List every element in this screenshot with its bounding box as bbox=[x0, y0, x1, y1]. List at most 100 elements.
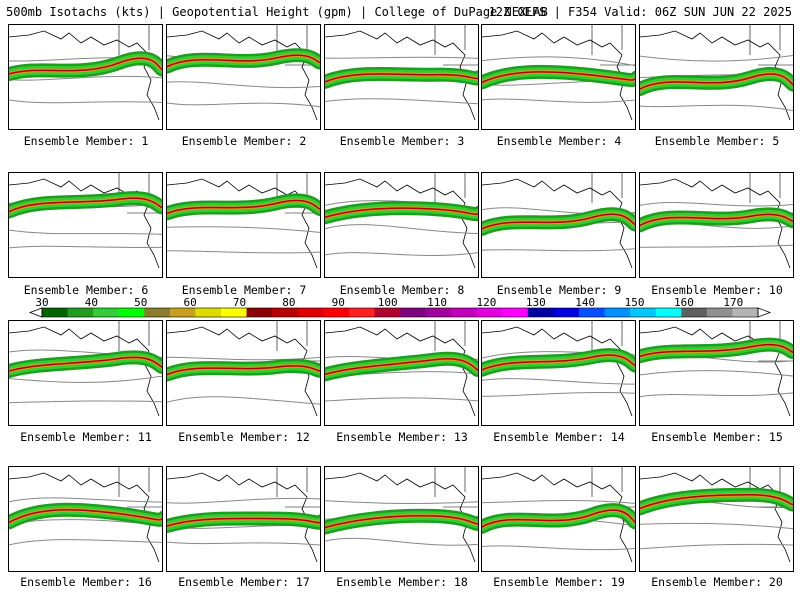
colorbar-swatch bbox=[553, 308, 580, 317]
ensemble-map-panel bbox=[8, 320, 163, 426]
map-canvas bbox=[167, 25, 320, 121]
height-contour bbox=[9, 375, 162, 383]
ensemble-member-label: Ensemble Member: 18 bbox=[336, 575, 468, 589]
ensemble-member-label: Ensemble Member: 3 bbox=[339, 134, 465, 148]
ensemble-map-panel bbox=[166, 466, 321, 572]
ensemble-member-label: Ensemble Member: 12 bbox=[178, 430, 310, 444]
isotach-band bbox=[167, 517, 320, 527]
ensemble-map-panel bbox=[324, 172, 479, 278]
height-contour bbox=[167, 356, 320, 361]
colorbar-swatch bbox=[323, 308, 350, 317]
height-contour bbox=[482, 56, 635, 67]
height-contour bbox=[9, 99, 162, 104]
ensemble-member-label: Ensemble Member: 16 bbox=[20, 575, 152, 589]
isotach-band bbox=[482, 213, 635, 230]
map-canvas bbox=[325, 173, 478, 269]
isotach-band bbox=[640, 494, 793, 510]
isotach-band bbox=[482, 71, 635, 84]
ensemble-member-label: Ensemble Member: 14 bbox=[493, 430, 625, 444]
coastline bbox=[640, 178, 791, 269]
colorbar-tick-label: 100 bbox=[377, 296, 398, 309]
height-contour bbox=[325, 500, 478, 504]
coastline bbox=[640, 326, 791, 417]
colorbar-tick-label: 70 bbox=[232, 296, 247, 309]
colorbar-right-arrow bbox=[757, 307, 772, 318]
height-contour bbox=[167, 226, 320, 233]
colorbar-tick-label: 160 bbox=[673, 296, 694, 309]
political-border bbox=[434, 25, 478, 66]
height-contour bbox=[325, 56, 478, 59]
ensemble-member-label: Ensemble Member: 1 bbox=[23, 134, 149, 148]
colorbar-tick-label: 60 bbox=[183, 296, 197, 309]
colorbar-swatch bbox=[527, 308, 554, 317]
colorbar-swatch bbox=[502, 308, 529, 317]
coastline bbox=[9, 178, 160, 269]
colorbar-swatch bbox=[67, 308, 94, 317]
colorbar-swatch bbox=[706, 308, 733, 317]
colorbar-swatch bbox=[451, 308, 478, 317]
colorbar-swatch bbox=[169, 308, 196, 317]
colorbar-swatch bbox=[246, 308, 273, 317]
isotach-band bbox=[325, 358, 478, 376]
colorbar-tick-label: 40 bbox=[84, 296, 98, 309]
ensemble-member-label: Ensemble Member: 17 bbox=[178, 575, 310, 589]
height-contour bbox=[9, 400, 162, 404]
isotach-band bbox=[482, 509, 635, 528]
colorbar-tick-label: 30 bbox=[35, 296, 49, 309]
map-canvas bbox=[640, 173, 793, 269]
ensemble-map-panel bbox=[324, 24, 479, 130]
isotach-band bbox=[325, 207, 478, 219]
isotach-band bbox=[640, 73, 793, 90]
colorbar-swatch bbox=[272, 308, 299, 317]
height-contour bbox=[9, 497, 162, 503]
isotach-band bbox=[640, 343, 793, 357]
height-contour bbox=[167, 81, 320, 89]
height-contour bbox=[167, 102, 320, 108]
ensemble-member-label: Ensemble Member: 9 bbox=[496, 283, 622, 297]
colorbar-swatch bbox=[118, 308, 145, 317]
isotach-band bbox=[640, 213, 793, 227]
ensemble-member-label: Ensemble Member: 13 bbox=[336, 430, 468, 444]
isotach-band bbox=[325, 515, 478, 529]
political-border bbox=[749, 25, 793, 66]
height-contour bbox=[167, 396, 320, 405]
ensemble-member-label: Ensemble Member: 7 bbox=[181, 283, 307, 297]
ensemble-member-label: Ensemble Member: 19 bbox=[493, 575, 625, 589]
header-run-info: 12Z GEFS | F354 Valid: 06Z SUN JUN 22 20… bbox=[488, 5, 792, 19]
political-border bbox=[434, 467, 478, 508]
height-contour bbox=[325, 98, 478, 105]
map-canvas bbox=[167, 173, 320, 269]
map-canvas bbox=[640, 467, 793, 563]
colorbar-tick-label: 150 bbox=[624, 296, 645, 309]
coastline bbox=[482, 326, 633, 417]
colorbar-swatch bbox=[655, 308, 682, 317]
coastline bbox=[325, 30, 476, 121]
colorbar-swatch bbox=[221, 308, 248, 317]
colorbar-tick-label: 50 bbox=[134, 296, 148, 309]
coastline bbox=[9, 30, 160, 121]
ensemble-member-label: Ensemble Member: 20 bbox=[651, 575, 783, 589]
map-canvas bbox=[9, 25, 162, 121]
ensemble-map-panel bbox=[639, 466, 794, 572]
colorbar-swatch bbox=[42, 308, 69, 317]
isotach-colorbar: 30 40 50 60 70 80 90 100 110 120 130 140 150 160 170 bbox=[0, 296, 800, 320]
height-contour bbox=[640, 54, 793, 62]
ensemble-member-label: Ensemble Member: 8 bbox=[339, 283, 465, 297]
colorbar-tick-label: 80 bbox=[282, 296, 296, 309]
isotach-band bbox=[325, 73, 478, 83]
height-contour bbox=[167, 541, 320, 546]
ensemble-map-panel bbox=[324, 320, 479, 426]
colorbar-swatch bbox=[476, 308, 503, 317]
height-contour bbox=[482, 392, 635, 397]
ensemble-map-panel bbox=[166, 172, 321, 278]
colorbar-swatch bbox=[144, 308, 171, 317]
ensemble-map-panel bbox=[481, 172, 636, 278]
map-canvas bbox=[167, 467, 320, 563]
ensemble-member-label: Ensemble Member: 11 bbox=[20, 430, 152, 444]
map-canvas bbox=[9, 173, 162, 269]
map-canvas bbox=[9, 321, 162, 417]
height-contour bbox=[640, 522, 793, 530]
colorbar-swatch bbox=[195, 308, 222, 317]
height-contour bbox=[640, 392, 793, 398]
height-contour bbox=[482, 248, 635, 252]
